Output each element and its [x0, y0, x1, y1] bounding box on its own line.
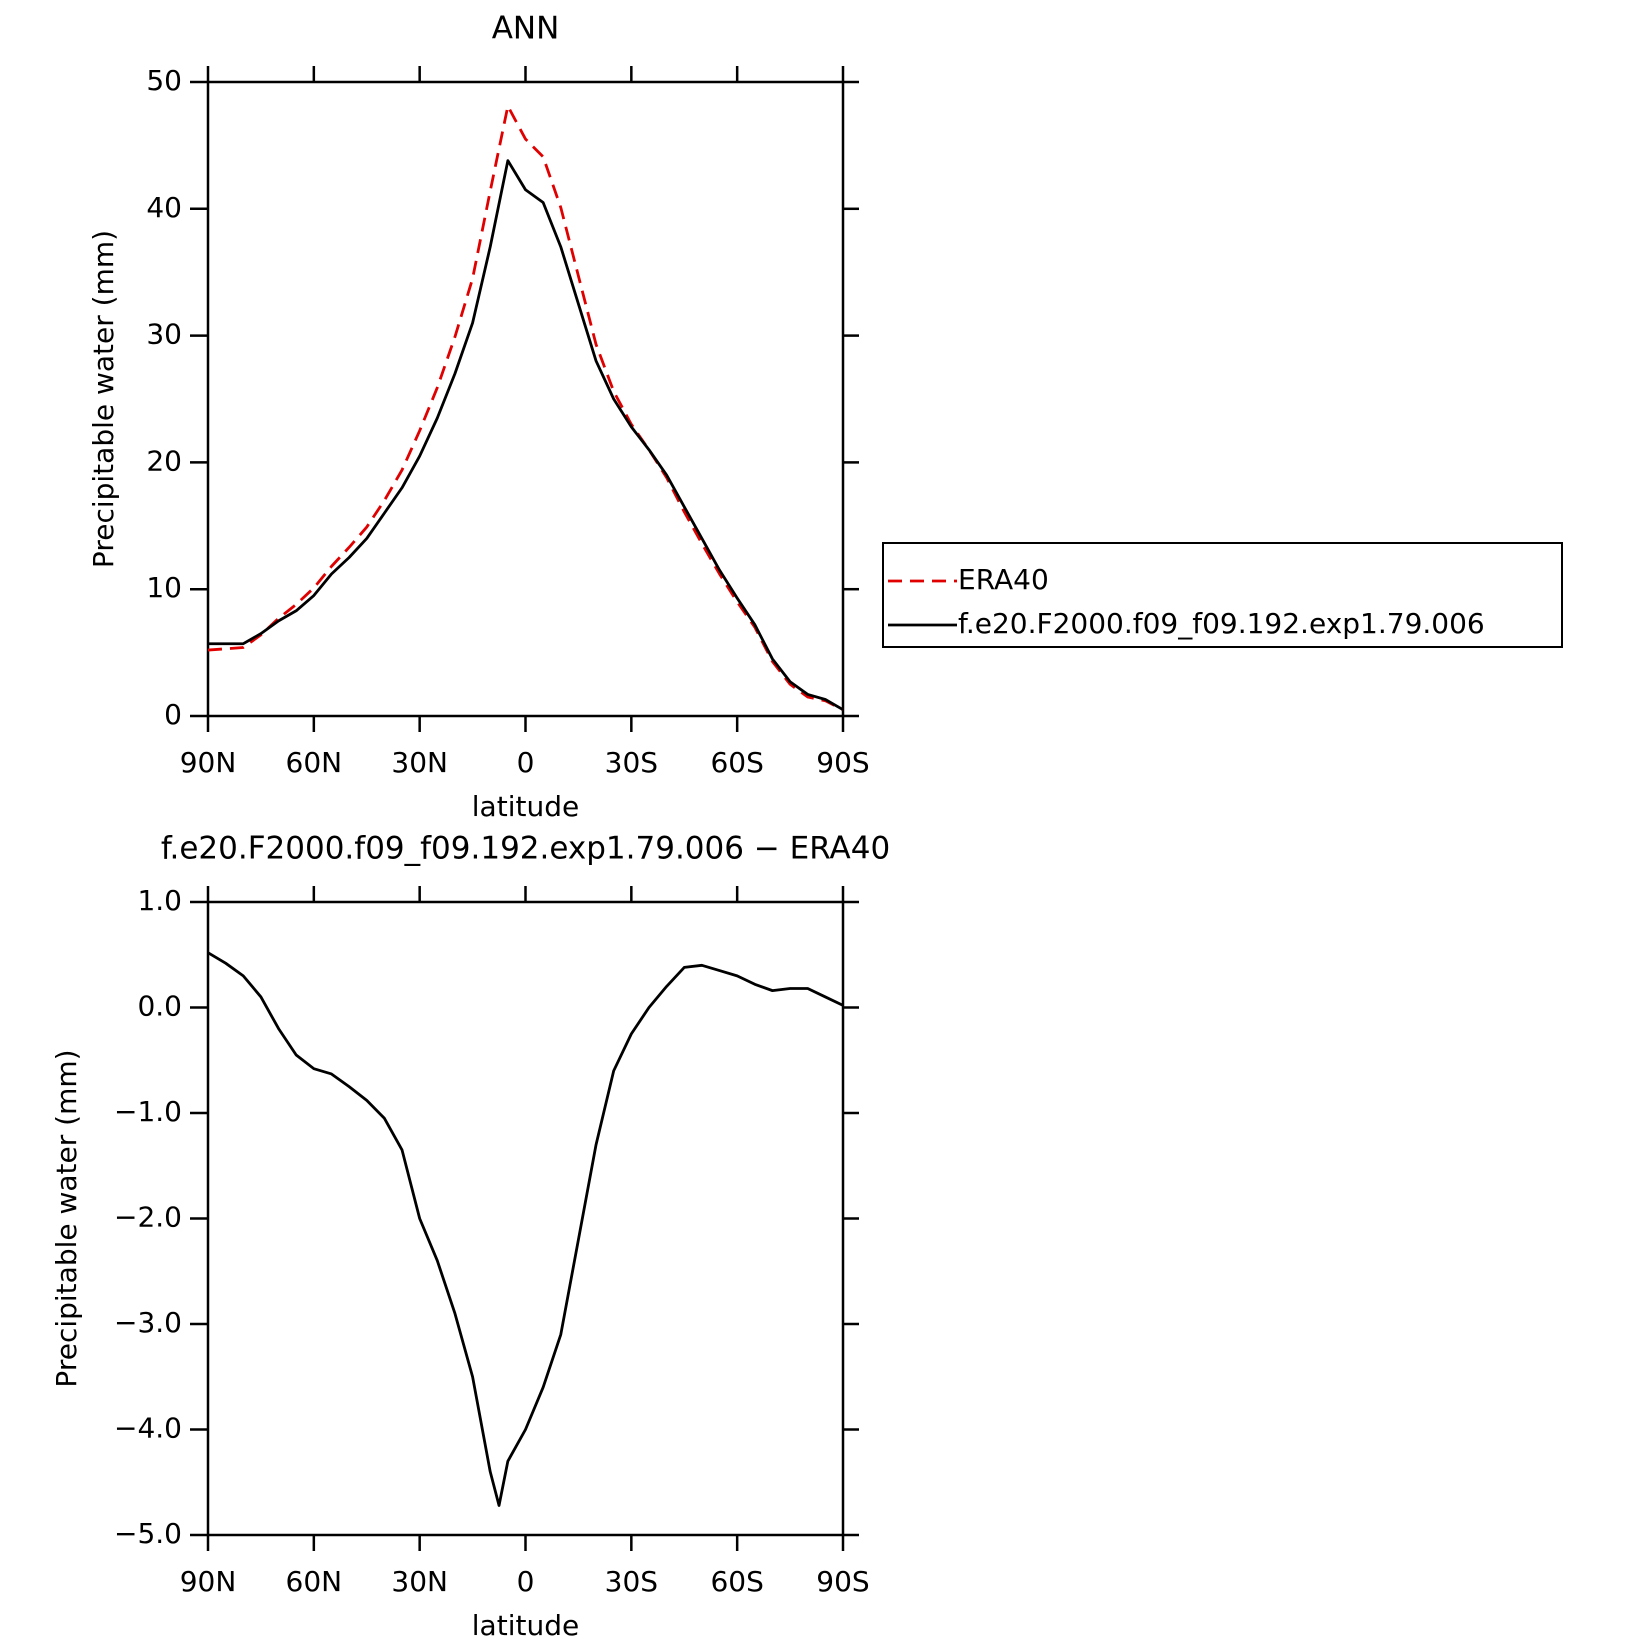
x-tick-label: 60S — [710, 1565, 763, 1598]
y-tick-label: 30 — [146, 318, 182, 351]
y-tick-label: 50 — [146, 64, 182, 97]
plot-frame — [206, 900, 845, 1537]
data-line — [208, 159, 844, 711]
x-tick-label: 90N — [180, 1565, 237, 1598]
x-tick-label: 60S — [710, 746, 763, 779]
y-tick-label: 0.0 — [137, 990, 182, 1023]
x-tick-label: 0 — [517, 746, 535, 779]
x-tick-label: 90S — [816, 746, 869, 779]
chart-title: f.e20.F2000.f09_f09.192.exp1.79.006 − ER… — [161, 831, 890, 867]
y-tick-label: −4.0 — [114, 1412, 182, 1445]
y-tick-label: 20 — [146, 444, 182, 477]
y-tick-label: 0 — [164, 698, 182, 731]
x-tick-label: 90N — [180, 746, 237, 779]
plot-frame — [206, 80, 845, 718]
y-tick-label: 1.0 — [137, 884, 182, 917]
x-tick-label: 30S — [605, 1565, 658, 1598]
legend-label: ERA40 — [958, 563, 1049, 596]
data-line — [207, 104, 844, 711]
data-line — [207, 951, 844, 1507]
y-tick-label: −3.0 — [114, 1306, 182, 1339]
legend-label: f.e20.F2000.f09_f09.192.exp1.79.006 — [958, 607, 1485, 640]
x-tick-label: 30S — [605, 746, 658, 779]
legend-box — [882, 542, 1563, 648]
y-tick-label: −2.0 — [114, 1201, 182, 1234]
x-axis-label: latitude — [472, 1609, 579, 1641]
y-axis-label: Precipitable water (mm) — [50, 1049, 83, 1387]
chart-title: ANN — [492, 11, 560, 47]
y-tick-label: −5.0 — [114, 1517, 182, 1550]
y-tick-label: −1.0 — [114, 1095, 182, 1128]
x-tick-label: 60N — [286, 1565, 343, 1598]
x-tick-label: 0 — [517, 1565, 535, 1598]
y-tick-label: 40 — [146, 191, 182, 224]
y-tick-label: 10 — [146, 571, 182, 604]
x-tick-label: 30N — [391, 746, 448, 779]
y-axis-label: Precipitable water (mm) — [87, 230, 120, 568]
x-tick-label: 30N — [391, 1565, 448, 1598]
x-axis-label: latitude — [472, 790, 579, 823]
x-tick-label: 60N — [286, 746, 343, 779]
x-tick-label: 90S — [816, 1565, 869, 1598]
